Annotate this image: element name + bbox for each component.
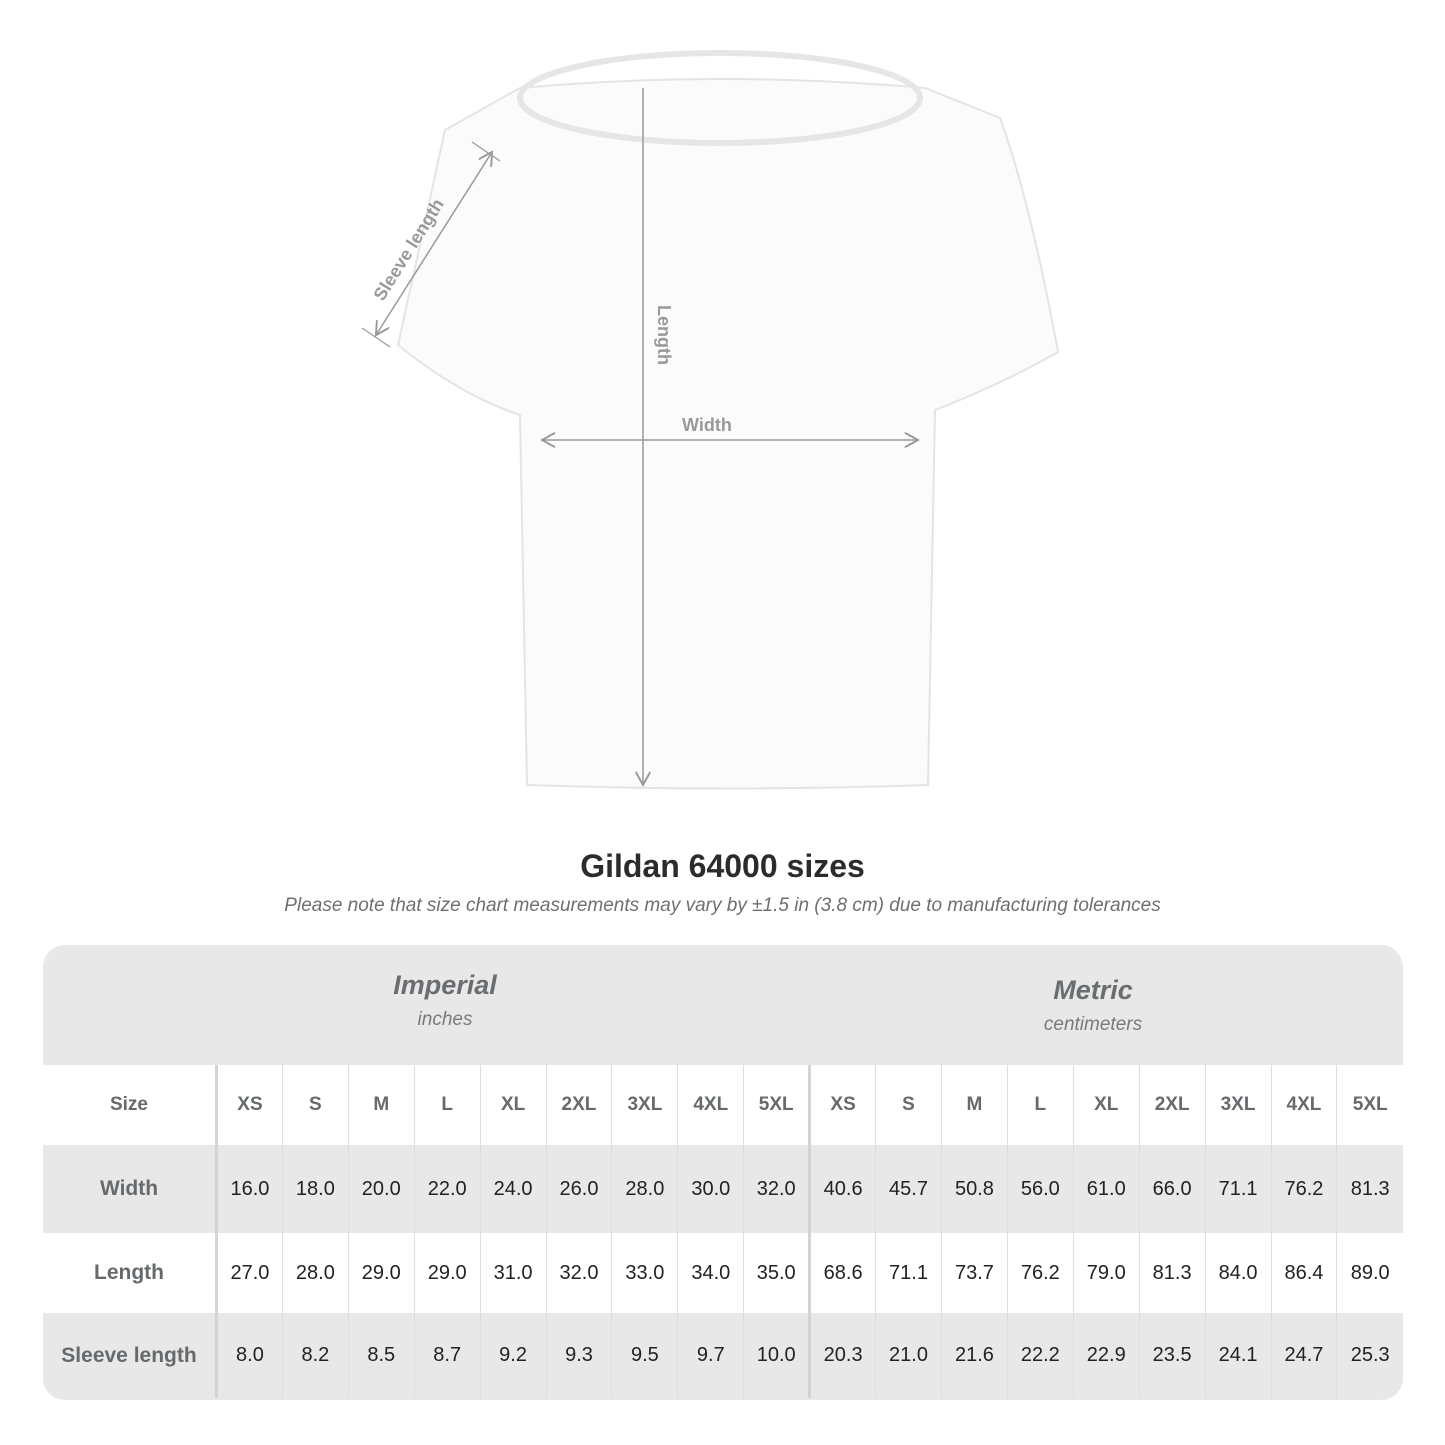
row-label: Size (43, 1065, 218, 1145)
table-row: Width 16.0 18.0 20.0 22.0 24.0 26.0 28.0 30.0 32.… (43, 1145, 1403, 1233)
measurement-cell: 66.0 (1138, 1145, 1206, 1233)
sleeve-arrow (376, 152, 492, 335)
measurement-cell: 31.0 (479, 1233, 547, 1313)
imperial-unit: inches (417, 1009, 473, 1030)
measurement-cell: 56.0 (1006, 1145, 1074, 1233)
measurement-cell: 25.3 (1336, 1313, 1403, 1398)
tolerance-note: Please note that size chart measurements… (284, 895, 1161, 916)
measurement-cell: 26.0 (545, 1145, 612, 1233)
measurement-cell: 32.0 (545, 1233, 612, 1313)
measurement-cell: 8.2 (281, 1313, 349, 1398)
size-header-cell: XS (216, 1065, 283, 1145)
measurement-cell: 71.1 (1204, 1145, 1271, 1233)
metric-heading: Metric (1053, 975, 1133, 1005)
measurement-cell: 22.2 (1006, 1313, 1074, 1398)
measurement-cell: 81.3 (1336, 1145, 1403, 1233)
size-header-cell: 3XL (1204, 1065, 1271, 1145)
width-label: Width (682, 415, 732, 435)
measurement-cell: 84.0 (1204, 1233, 1271, 1313)
measurement-cell: 24.0 (479, 1145, 547, 1233)
measurement-cell: 79.0 (1072, 1233, 1140, 1313)
metric-header: Metric centimeters (893, 975, 1293, 1036)
measurement-cell: 28.0 (611, 1145, 678, 1233)
size-header-cell: 4XL (677, 1065, 744, 1145)
measurement-cell: 9.7 (677, 1313, 744, 1398)
size-header-cell: S (281, 1065, 349, 1145)
size-header-cell: 5XL (1336, 1065, 1403, 1145)
row-label: Length (43, 1233, 218, 1313)
measurement-cell: 45.7 (875, 1145, 942, 1233)
measurement-cell: 32.0 (743, 1145, 810, 1233)
measurement-cell: 35.0 (743, 1233, 810, 1313)
measurement-cell: 20.3 (808, 1313, 876, 1398)
row-label: Sleeve length (43, 1313, 218, 1398)
size-header-cell: XS (808, 1065, 876, 1145)
measurement-cell: 76.2 (1006, 1233, 1074, 1313)
measurement-cell: 24.1 (1204, 1313, 1271, 1398)
measurement-cell: 8.5 (347, 1313, 415, 1398)
measurement-cell: 8.7 (413, 1313, 481, 1398)
measurement-cell: 81.3 (1138, 1233, 1206, 1313)
measurement-cell: 30.0 (677, 1145, 744, 1233)
size-header-cell: 2XL (1138, 1065, 1206, 1145)
size-header-cell: 5XL (743, 1065, 810, 1145)
measurement-cell: 10.0 (743, 1313, 810, 1398)
measurement-cell: 28.0 (281, 1233, 349, 1313)
size-table: Size XS S M L XL 2XL 3XL 4XL 5XL XS S M L XL 2XL 3XL 4XL 5… (43, 1065, 1403, 1398)
measurement-cell: 23.5 (1138, 1313, 1206, 1398)
size-header-cell: L (413, 1065, 481, 1145)
size-header-cell: 4XL (1270, 1065, 1337, 1145)
size-table-container: Imperial inches Metric centimeters Size X… (43, 945, 1403, 1400)
measurement-cell: 76.2 (1270, 1145, 1337, 1233)
row-label: Width (43, 1145, 218, 1233)
measurement-cell: 9.3 (545, 1313, 612, 1398)
measurement-cell: 50.8 (940, 1145, 1008, 1233)
measurement-cell: 34.0 (677, 1233, 744, 1313)
measurement-cell: 86.4 (1270, 1233, 1337, 1313)
measurement-cell: 21.6 (940, 1313, 1008, 1398)
imperial-header: Imperial inches (245, 970, 645, 1031)
measurement-cell: 29.0 (347, 1233, 415, 1313)
tshirt-collar (517, 50, 923, 146)
measurement-cell: 40.6 (808, 1145, 876, 1233)
measurement-cell: 22.9 (1072, 1313, 1140, 1398)
size-header-cell: 2XL (545, 1065, 612, 1145)
measurement-cell: 22.0 (413, 1145, 481, 1233)
size-header-cell: XL (1072, 1065, 1140, 1145)
measurement-cell: 24.7 (1270, 1313, 1337, 1398)
measurement-cell: 68.6 (808, 1233, 876, 1313)
measurement-cell: 27.0 (216, 1233, 283, 1313)
measurement-cell: 9.5 (611, 1313, 678, 1398)
measurement-cell: 20.0 (347, 1145, 415, 1233)
size-header-cell: XL (479, 1065, 547, 1145)
measurement-cell: 89.0 (1336, 1233, 1403, 1313)
measurement-cell: 29.0 (413, 1233, 481, 1313)
size-header-cell: M (940, 1065, 1008, 1145)
measurement-cell: 18.0 (281, 1145, 349, 1233)
page-title: Gildan 64000 sizes (580, 848, 865, 884)
table-row: Sleeve length 8.0 8.2 8.5 8.7 9.2 9.3 9.5 9.7 10.… (43, 1313, 1403, 1398)
measurement-cell: 71.1 (875, 1233, 942, 1313)
imperial-heading: Imperial (393, 970, 497, 1000)
size-header-cell: L (1006, 1065, 1074, 1145)
size-header-cell: S (875, 1065, 942, 1145)
table-row: Length 27.0 28.0 29.0 29.0 31.0 32.0 33.0 34.0 35… (43, 1233, 1403, 1313)
size-header-row: Size XS S M L XL 2XL 3XL 4XL 5XL XS S M L XL 2XL 3XL 4XL 5… (43, 1065, 1403, 1145)
measurement-cell: 8.0 (216, 1313, 283, 1398)
measurement-cell: 16.0 (216, 1145, 283, 1233)
measurement-cell: 21.0 (875, 1313, 942, 1398)
size-header-cell: M (347, 1065, 415, 1145)
measurement-cell: 61.0 (1072, 1145, 1140, 1233)
size-header-cell: 3XL (611, 1065, 678, 1145)
tshirt-diagram: Sleeve length Length Width (361, 50, 1060, 790)
measurement-cell: 9.2 (479, 1313, 547, 1398)
length-label: Length (654, 305, 674, 365)
metric-unit: centimeters (1043, 1014, 1143, 1035)
measurement-cell: 33.0 (611, 1233, 678, 1313)
measurement-cell: 73.7 (940, 1233, 1008, 1313)
